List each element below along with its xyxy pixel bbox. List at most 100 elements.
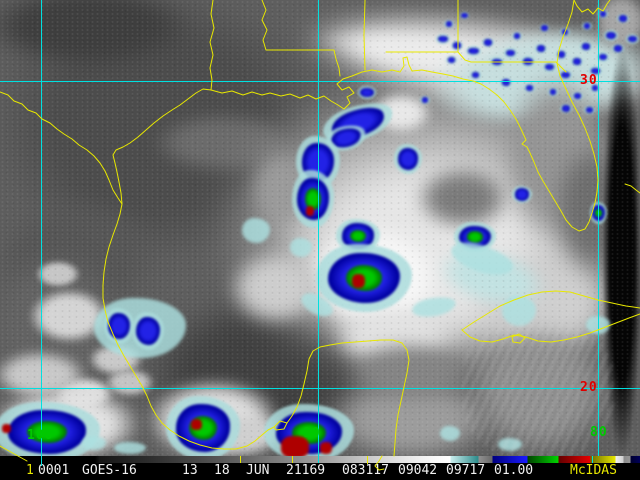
cold-top-blue <box>606 31 616 40</box>
storm-cell <box>490 57 504 67</box>
enhancement-colorbar <box>0 456 640 463</box>
thin-cold-cloud <box>290 238 312 257</box>
cold-top-blue <box>557 51 566 58</box>
cold-top-red <box>320 442 332 454</box>
status-token: 09042 <box>398 463 438 478</box>
storm-cell <box>444 20 454 28</box>
storm-cell <box>590 84 600 92</box>
cloud-patch <box>0 350 88 400</box>
storm-cell <box>451 41 463 50</box>
cold-top-blue <box>175 404 231 452</box>
thin-cold-cloud <box>498 438 522 451</box>
status-token: JUN <box>246 463 270 478</box>
storm-cell <box>466 46 481 56</box>
cold-top-blue <box>514 188 530 201</box>
storm-cell <box>446 56 457 64</box>
cold-top-red <box>2 424 11 433</box>
status-token: 13 <box>182 463 198 478</box>
cold-top-blue <box>525 85 534 91</box>
storm-cell <box>521 56 535 67</box>
cold-top-green <box>349 229 367 243</box>
cold-top-blue <box>613 45 623 52</box>
cold-top-blue <box>7 409 87 455</box>
cold-top-blue <box>628 35 637 43</box>
cold-top-blue <box>445 21 453 27</box>
cold-top-blue <box>561 29 569 35</box>
mcidas-brand-label: McIDAS <box>570 463 617 478</box>
storm-cell <box>316 244 412 312</box>
storm-cell <box>436 34 450 44</box>
cold-top-blue <box>599 11 607 17</box>
storm-cell <box>504 48 517 58</box>
cold-top-red <box>306 206 314 216</box>
cold-top-green <box>467 231 483 243</box>
storm-cell <box>524 84 535 92</box>
storm-cell <box>556 50 567 59</box>
status-token: 01.00 <box>494 463 534 478</box>
cold-top-blue <box>501 79 511 86</box>
cold-top-blue <box>360 87 374 98</box>
storm-cell <box>460 12 469 19</box>
status-token: 09717 <box>446 463 486 478</box>
cold-top-red <box>352 274 365 288</box>
cold-top-blue <box>598 53 608 61</box>
cold-top-blue <box>572 58 582 65</box>
storm-cell <box>548 88 558 96</box>
cold-top-blue <box>136 316 160 346</box>
cold-top-red <box>281 436 309 456</box>
cold-top-blue <box>438 35 448 43</box>
storm-cell <box>535 44 547 53</box>
storm-cell <box>166 396 240 456</box>
status-token: 083117 <box>342 463 389 478</box>
storm-cell <box>512 32 522 40</box>
storm-cell <box>560 28 570 36</box>
status-token: 0001 <box>38 463 70 478</box>
status-token: GOES-16 <box>82 463 137 478</box>
cold-top-blue <box>483 39 493 46</box>
storm-cell <box>264 404 354 456</box>
cold-top-blue <box>397 147 419 171</box>
cold-top-blue <box>536 45 546 52</box>
cloud-patch <box>465 322 613 456</box>
storm-cell <box>572 92 583 100</box>
cold-top-blue <box>591 67 600 75</box>
storm-cell <box>598 10 608 18</box>
storm-cell <box>420 96 430 104</box>
status-token: 18 <box>214 463 230 478</box>
storm-cell <box>589 66 602 76</box>
cold-top-blue <box>492 58 502 66</box>
storm-cell <box>612 44 624 53</box>
cold-top-blue <box>452 42 462 49</box>
cold-top-blue <box>573 93 582 99</box>
storm-cell <box>584 106 595 114</box>
cold-top-blue <box>581 43 591 50</box>
cold-top-green <box>27 420 67 444</box>
storm-cell <box>559 70 572 80</box>
cold-top-blue <box>461 13 468 18</box>
storm-cell <box>617 14 629 23</box>
cold-top-blue <box>447 57 456 63</box>
storm-cell <box>560 104 572 113</box>
cold-top-blue <box>328 252 400 304</box>
storm-cell <box>540 24 549 32</box>
storm-cell <box>580 42 592 51</box>
cloud-streaks <box>462 322 614 456</box>
cold-top-blue <box>471 72 480 78</box>
cold-top-blue <box>561 71 570 79</box>
cold-top-red <box>191 419 202 430</box>
cold-top-blue <box>549 89 557 95</box>
thin-cold-cloud <box>440 426 460 441</box>
cold-top-blue <box>591 85 599 91</box>
cold-top-blue <box>583 23 591 29</box>
status-token: 21169 <box>286 463 326 478</box>
satellite-image[interactable] <box>0 0 640 456</box>
thin-cold-cloud <box>114 442 146 454</box>
cold-top-green <box>595 208 602 218</box>
cold-top-blue <box>585 107 594 113</box>
storm-cell <box>482 38 494 47</box>
cold-top-blue <box>561 105 571 112</box>
cold-top-blue <box>107 312 131 340</box>
cold-top-blue <box>468 47 479 55</box>
cold-top-blue <box>592 204 605 222</box>
